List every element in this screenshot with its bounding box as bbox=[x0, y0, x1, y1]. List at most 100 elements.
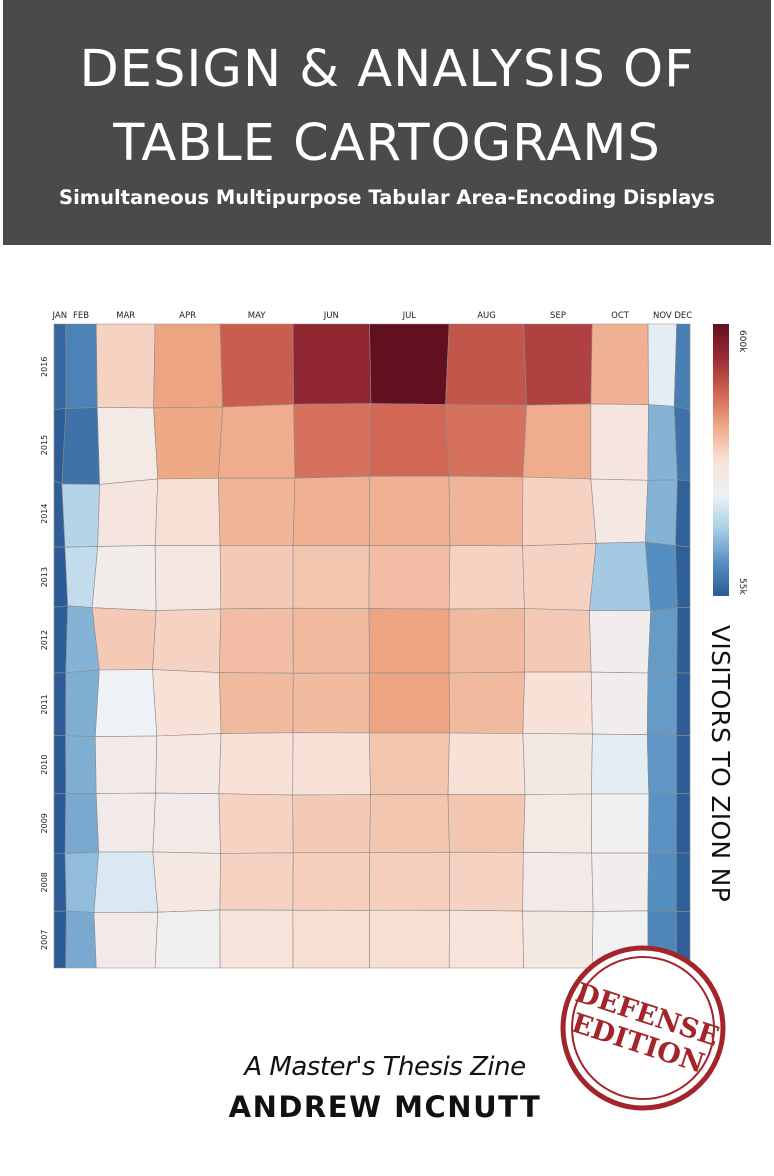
table-cartogram-chart: JAN FEB MAR APR MAY JUN JUL AUG SEP OCT NOV DEC 201… bbox=[40, 311, 747, 969]
cell-2012-may bbox=[218, 607, 294, 674]
cell-2008-jan bbox=[53, 852, 67, 912]
cell-2008-feb bbox=[64, 851, 100, 913]
cell-2007-jan bbox=[53, 910, 67, 969]
cell-2010-jun bbox=[292, 732, 371, 796]
cell-2014-nov bbox=[644, 479, 678, 546]
cell-2008-dec bbox=[676, 852, 691, 912]
cell-2013-oct bbox=[589, 541, 652, 611]
cell-2013-mar bbox=[91, 545, 157, 611]
cell-2015-apr bbox=[153, 406, 223, 480]
cell-2007-jun bbox=[292, 909, 370, 969]
cell-2016-jun bbox=[292, 323, 372, 405]
cell-2012-dec bbox=[676, 606, 691, 674]
cell-2011-oct bbox=[590, 671, 649, 736]
cell-2011-jan bbox=[53, 672, 67, 737]
cell-2011-sep bbox=[522, 671, 593, 735]
cell-2014-mar bbox=[97, 478, 159, 547]
cell-2012-aug bbox=[448, 608, 526, 674]
cell-2014-jul bbox=[368, 475, 451, 547]
cell-2009-jan bbox=[53, 793, 67, 854]
cell-2015-nov bbox=[647, 404, 678, 481]
cell-2013-jul bbox=[368, 545, 451, 610]
cell-2009-may bbox=[218, 793, 294, 854]
cell-2010-may bbox=[218, 732, 294, 796]
cell-2009-apr bbox=[152, 792, 221, 854]
cell-2013-may bbox=[219, 545, 294, 610]
cell-2008-sep bbox=[522, 852, 594, 912]
cell-2015-jun bbox=[293, 403, 372, 479]
cell-2009-jun bbox=[292, 794, 371, 854]
cell-2008-mar bbox=[93, 851, 159, 913]
cell-2013-jun bbox=[292, 545, 370, 609]
cell-2007-feb bbox=[65, 910, 97, 969]
cell-2008-jun bbox=[292, 852, 371, 911]
cell-2012-jun bbox=[292, 607, 370, 674]
cell-2012-sep bbox=[524, 608, 592, 673]
chart-title: VISITORS TO ZION NP bbox=[706, 625, 735, 903]
column-label-dec: DEC bbox=[674, 311, 692, 321]
row-label-2012: 2012 bbox=[40, 630, 49, 650]
cell-2012-jan bbox=[53, 605, 69, 674]
cell-2011-feb bbox=[65, 669, 100, 737]
cell-2011-aug bbox=[448, 671, 526, 734]
cell-2015-aug bbox=[445, 404, 527, 478]
cell-2009-jul bbox=[369, 794, 450, 853]
legend-max-label: 600k bbox=[737, 330, 747, 353]
color-legend: 600k 55k bbox=[713, 324, 747, 596]
cell-2007-apr bbox=[154, 909, 221, 969]
cell-2015-feb bbox=[61, 407, 101, 485]
cell-2011-jun bbox=[292, 672, 370, 734]
cell-2010-apr bbox=[155, 733, 222, 795]
cell-2008-jul bbox=[369, 851, 450, 911]
cell-2010-jan bbox=[53, 735, 67, 794]
cell-2008-apr bbox=[152, 851, 221, 913]
cell-2012-jul bbox=[368, 608, 450, 674]
cell-2011-dec bbox=[676, 672, 691, 737]
cell-2014-sep bbox=[522, 476, 597, 547]
zine-subtitle: A Master's Thesis Zine bbox=[244, 1052, 526, 1082]
cartogram-cells bbox=[53, 323, 691, 969]
cell-2013-nov bbox=[644, 541, 678, 611]
cell-2015-jul bbox=[369, 403, 450, 477]
row-label-2009: 2009 bbox=[40, 813, 49, 833]
cell-2016-mar bbox=[95, 323, 156, 409]
column-label-mar: MAR bbox=[116, 311, 135, 321]
cell-2009-nov bbox=[648, 793, 677, 854]
row-label-2008: 2008 bbox=[40, 872, 49, 892]
cell-2016-feb bbox=[65, 323, 98, 409]
column-label-jun: JUN bbox=[323, 311, 339, 321]
cell-2010-mar bbox=[94, 735, 158, 794]
cell-2016-jan bbox=[53, 323, 67, 410]
cell-2011-jul bbox=[368, 672, 450, 734]
column-label-jan: JAN bbox=[52, 311, 68, 321]
column-labels: JAN FEB MAR APR MAY JUN JUL AUG SEP OCT NOV DEC bbox=[52, 311, 693, 321]
cell-2013-apr bbox=[154, 545, 222, 611]
cell-2015-sep bbox=[522, 403, 592, 480]
column-label-apr: APR bbox=[179, 311, 196, 321]
cell-2009-aug bbox=[447, 794, 526, 853]
cell-2008-oct bbox=[591, 852, 649, 912]
cell-2012-oct bbox=[589, 610, 652, 674]
cell-2009-dec bbox=[676, 793, 691, 854]
cell-2010-oct bbox=[591, 733, 650, 795]
cell-2009-mar bbox=[95, 792, 156, 853]
cell-2009-sep bbox=[523, 793, 593, 854]
cover-header: DESIGN & ANALYSIS OF TABLE CARTOGRAMS Si… bbox=[3, 0, 771, 245]
cell-2014-jun bbox=[292, 475, 371, 547]
cell-2014-aug bbox=[448, 475, 524, 547]
cell-2016-apr bbox=[153, 323, 223, 409]
cell-2007-may bbox=[219, 909, 294, 969]
cell-2007-jul bbox=[369, 909, 450, 969]
cell-2008-may bbox=[219, 852, 294, 911]
cell-2008-aug bbox=[449, 851, 524, 912]
cell-2013-dec bbox=[675, 545, 691, 609]
legend-gradient-bar bbox=[713, 324, 729, 596]
cell-2011-mar bbox=[94, 669, 158, 737]
defense-edition-stamp: DEFENSE EDITION bbox=[560, 945, 726, 1111]
row-label-2016: 2016 bbox=[40, 357, 49, 377]
stamp-outer-ring bbox=[560, 945, 726, 1111]
cell-2014-may bbox=[217, 477, 296, 546]
row-label-2013: 2013 bbox=[40, 567, 49, 587]
cell-2012-nov bbox=[647, 607, 678, 674]
subtitle: Simultaneous Multipurpose Tabular Area-E… bbox=[59, 186, 715, 209]
